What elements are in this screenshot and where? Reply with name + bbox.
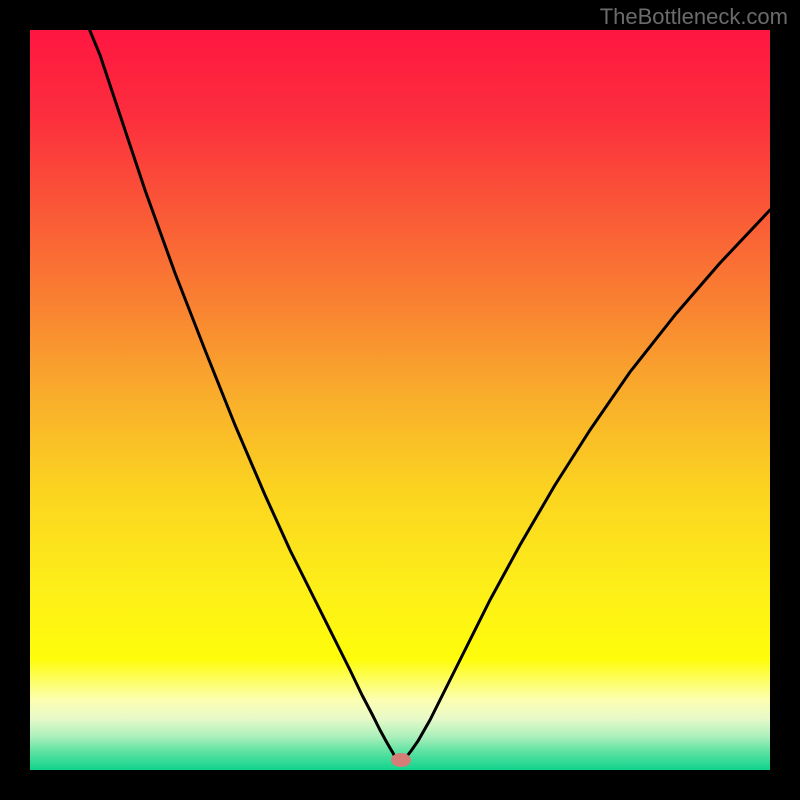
- gradient-background: [30, 30, 770, 770]
- plot-svg: [30, 30, 770, 770]
- chart-frame: TheBottleneck.com: [0, 0, 800, 800]
- watermark-text: TheBottleneck.com: [600, 4, 788, 30]
- plot-area: [30, 30, 770, 770]
- curve-minimum-marker: [391, 753, 411, 767]
